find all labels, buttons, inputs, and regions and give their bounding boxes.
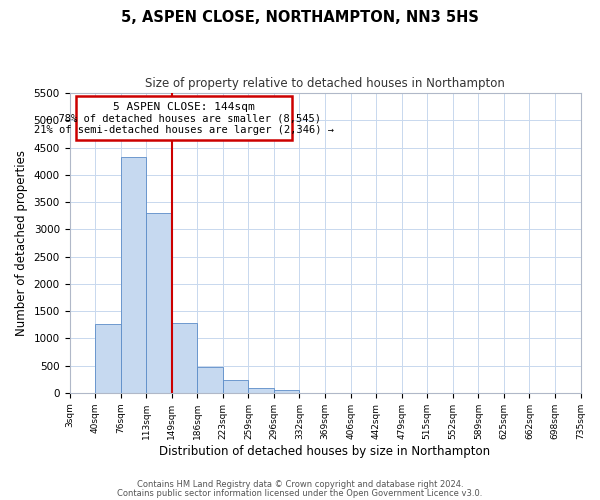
Text: Contains HM Land Registry data © Crown copyright and database right 2024.: Contains HM Land Registry data © Crown c… bbox=[137, 480, 463, 489]
Bar bbox=[274, 390, 299, 393]
Bar bbox=[121, 157, 146, 393]
Bar bbox=[172, 322, 197, 393]
Title: Size of property relative to detached houses in Northampton: Size of property relative to detached ho… bbox=[145, 78, 505, 90]
Text: ← 78% of detached houses are smaller (8,545): ← 78% of detached houses are smaller (8,… bbox=[46, 113, 322, 123]
Bar bbox=[95, 324, 121, 393]
Y-axis label: Number of detached properties: Number of detached properties bbox=[15, 150, 28, 336]
Bar bbox=[223, 380, 248, 393]
Text: Contains public sector information licensed under the Open Government Licence v3: Contains public sector information licen… bbox=[118, 488, 482, 498]
Bar bbox=[76, 96, 292, 140]
Bar bbox=[146, 213, 172, 393]
X-axis label: Distribution of detached houses by size in Northampton: Distribution of detached houses by size … bbox=[160, 444, 491, 458]
Bar bbox=[197, 366, 223, 393]
Bar bbox=[248, 388, 274, 393]
Text: 21% of semi-detached houses are larger (2,346) →: 21% of semi-detached houses are larger (… bbox=[34, 124, 334, 134]
Text: 5 ASPEN CLOSE: 144sqm: 5 ASPEN CLOSE: 144sqm bbox=[113, 102, 255, 112]
Text: 5, ASPEN CLOSE, NORTHAMPTON, NN3 5HS: 5, ASPEN CLOSE, NORTHAMPTON, NN3 5HS bbox=[121, 10, 479, 25]
